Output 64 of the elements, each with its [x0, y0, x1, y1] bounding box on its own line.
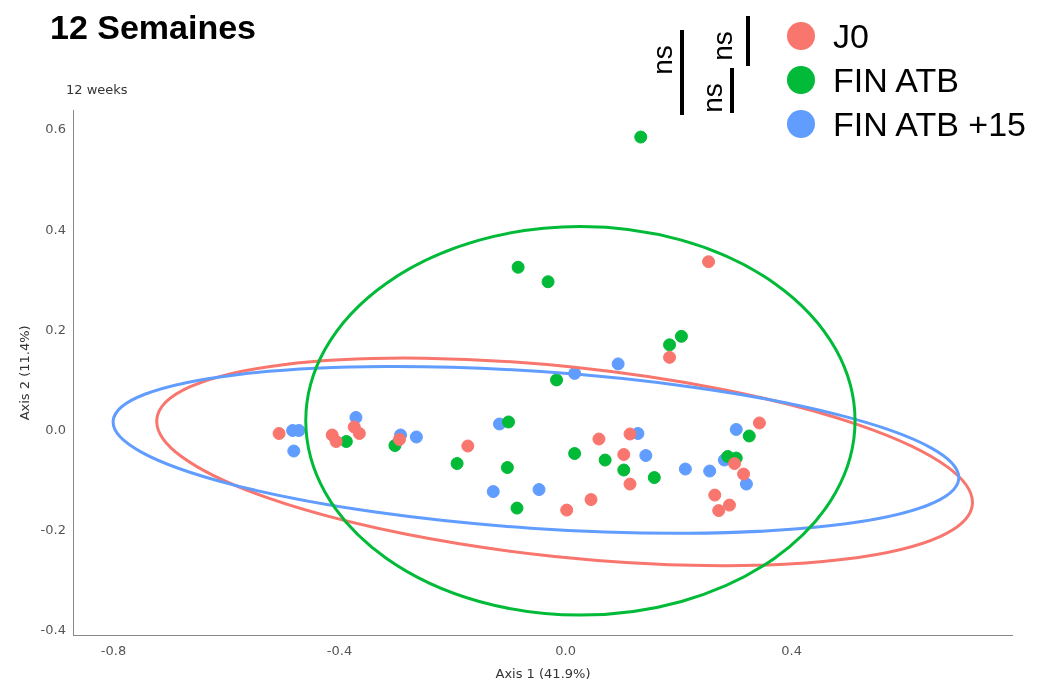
point	[611, 357, 625, 371]
point	[623, 427, 637, 441]
point	[722, 498, 736, 512]
point	[541, 275, 555, 289]
point	[663, 350, 677, 364]
text: ns	[646, 45, 679, 75]
point	[737, 467, 751, 481]
point	[678, 462, 692, 476]
y-tick-label: 0.2	[45, 321, 66, 337]
point	[634, 130, 648, 144]
point	[510, 501, 524, 515]
point	[287, 444, 301, 458]
chart-subtitle: 12 weeks	[66, 82, 128, 97]
point	[486, 485, 500, 499]
x-tick-label: -0.4	[326, 642, 353, 658]
y-axis-title: Axis 2 (11.4%)	[17, 325, 33, 421]
y-tick-label: -0.4	[40, 622, 66, 638]
point	[663, 338, 677, 352]
point	[532, 483, 546, 497]
point	[617, 448, 631, 462]
point	[568, 447, 582, 461]
point	[702, 255, 716, 269]
point	[329, 435, 343, 448]
point	[728, 457, 742, 471]
point	[409, 430, 423, 444]
point	[712, 504, 726, 518]
legend-label: FIN ATB +15	[832, 104, 1026, 144]
point	[584, 493, 598, 507]
point	[674, 329, 688, 343]
point	[703, 464, 717, 478]
point	[560, 503, 574, 517]
x-tick-label: 0.4	[781, 642, 802, 658]
point	[623, 477, 637, 491]
point	[502, 415, 516, 429]
point	[617, 463, 631, 477]
legend-label: FIN ATB	[832, 60, 959, 100]
annotation: ns	[696, 83, 729, 113]
x-axis-title: Axis 1 (41.9%)	[495, 665, 591, 681]
point	[647, 471, 661, 485]
text: ns	[706, 31, 739, 61]
y-tick-label: 0.6	[45, 121, 66, 137]
point	[729, 422, 743, 436]
point	[639, 449, 653, 463]
x-tick-label: -0.8	[100, 642, 127, 658]
point	[352, 426, 366, 440]
y-tick-label: -0.2	[40, 522, 66, 538]
x-tick-label: 0.0	[555, 642, 576, 658]
point	[500, 461, 514, 475]
legend-label: J0	[832, 16, 869, 56]
y-tick-label: 0.0	[45, 421, 66, 437]
point	[592, 432, 606, 446]
y-tick-label: 0.4	[45, 221, 66, 237]
point	[739, 477, 753, 491]
chart-title: 12 Semaines	[50, 8, 257, 47]
point	[450, 457, 464, 471]
point	[272, 426, 286, 440]
point	[550, 373, 564, 387]
point	[752, 416, 766, 430]
point	[742, 429, 756, 443]
point	[511, 260, 525, 274]
point	[461, 439, 475, 453]
point	[598, 453, 612, 467]
point	[392, 433, 406, 446]
point	[708, 488, 722, 502]
